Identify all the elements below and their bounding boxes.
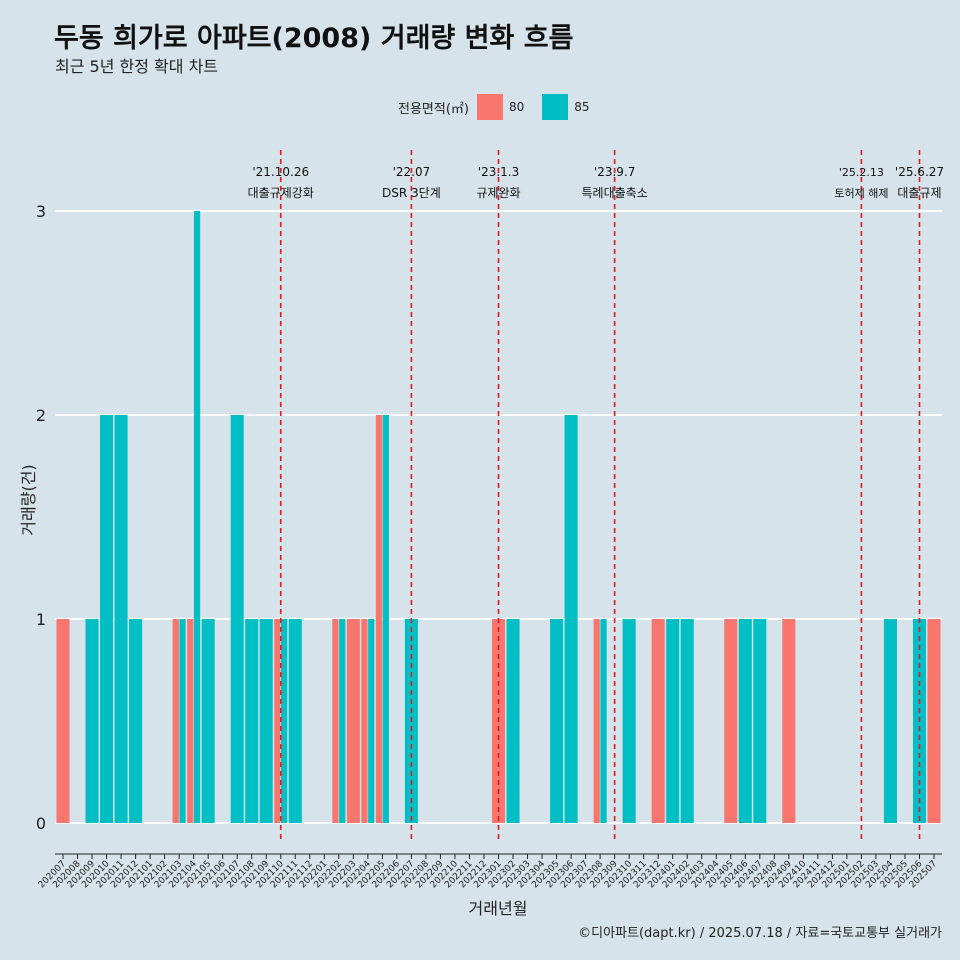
annotation-date-202506: '25.6.27 xyxy=(895,165,944,179)
legend-title: 전용면적(㎡) xyxy=(398,101,469,117)
legend: 전용면적(㎡) 80 85 xyxy=(398,93,608,121)
legend-key-85 xyxy=(542,94,569,120)
bar-80-202405 xyxy=(724,619,738,823)
bar-85-202104 xyxy=(193,211,201,823)
bar-80-202203 xyxy=(346,619,360,823)
bar-80-202507 xyxy=(927,619,941,823)
y-tick-label-1: 1 xyxy=(36,610,46,629)
chart-title: 두동 희가로 아파트(2008) 거래량 변화 흐름 xyxy=(54,23,574,54)
y-tick-label-3: 3 xyxy=(36,202,46,221)
bar-85-202402 xyxy=(680,619,694,823)
annotation-date-202207: '22.07 xyxy=(393,165,431,179)
annotation-label-202301: 규제완화 xyxy=(476,186,520,200)
bar-85-202105 xyxy=(201,619,215,823)
annotation-date-202110: '21.10.26 xyxy=(252,165,309,179)
legend-label-80: 80 xyxy=(508,100,525,114)
bar-85-202306 xyxy=(564,415,578,823)
bar-85-202308 xyxy=(600,619,607,823)
bar-80-202104 xyxy=(187,619,194,823)
legend-key-80 xyxy=(476,94,503,120)
bar-85-202110 xyxy=(281,619,288,823)
bar-85-202108 xyxy=(245,619,259,823)
bar-80-202103 xyxy=(172,619,179,823)
bar-85-202107 xyxy=(230,415,244,823)
annotation-label-202309: 특례대출축소 xyxy=(582,186,648,200)
bar-85-202010 xyxy=(100,415,114,823)
bar-85-202109 xyxy=(259,619,273,823)
bar-85-202305 xyxy=(550,619,564,823)
annotation-label-202502: 토허제 해제 xyxy=(834,186,888,200)
chart-subtitle: 최근 5년 한정 확대 차트 xyxy=(55,57,219,76)
bar-80-202409 xyxy=(782,619,796,823)
bar-80-202312 xyxy=(651,619,665,823)
bar-85-202401 xyxy=(666,619,680,823)
y-tick-label-0: 0 xyxy=(36,814,46,833)
bar-85-202111 xyxy=(288,619,302,823)
annotation-label-202110: 대출규제강화 xyxy=(248,186,314,200)
bar-85-202009 xyxy=(85,619,99,823)
y-tick-label-2: 2 xyxy=(36,406,46,425)
bar-85-202407 xyxy=(753,619,767,823)
bar-80-202205 xyxy=(375,415,383,823)
bar-80-202308 xyxy=(593,619,600,823)
annotation-label-202207: DSR 3단계 xyxy=(382,186,441,200)
x-axis-title: 거래년월 xyxy=(469,899,528,918)
annotation-date-202301: '23.1.3 xyxy=(478,165,519,179)
bar-80-202204 xyxy=(361,619,368,823)
bar-85-202504 xyxy=(883,619,897,823)
bar-80-202007 xyxy=(56,619,70,823)
bar-80-202110 xyxy=(274,619,281,823)
y-axis-title: 거래량(건) xyxy=(19,464,38,535)
bar-85-202406 xyxy=(738,619,752,823)
bar-85-202205 xyxy=(382,415,389,823)
annotation-date-202502: '25.2.13 xyxy=(839,166,884,179)
bar-85-202302 xyxy=(506,619,520,823)
bar-85-202103 xyxy=(179,619,186,823)
bar-85-202204 xyxy=(368,619,375,823)
bar-85-202202 xyxy=(339,619,346,823)
bar-85-202310 xyxy=(622,619,636,823)
annotation-label-202506: 대출규제 xyxy=(897,186,941,200)
legend-label-85: 85 xyxy=(574,100,590,114)
annotation-date-202309: '23.9.7 xyxy=(594,165,635,179)
bar-85-202011 xyxy=(114,415,128,823)
caption: ©디아파트(dapt.kr) / 2025.07.18 / 자료=국토교통부 실… xyxy=(578,926,942,941)
bar-85-202012 xyxy=(129,619,143,823)
bar-80-202202 xyxy=(332,619,339,823)
